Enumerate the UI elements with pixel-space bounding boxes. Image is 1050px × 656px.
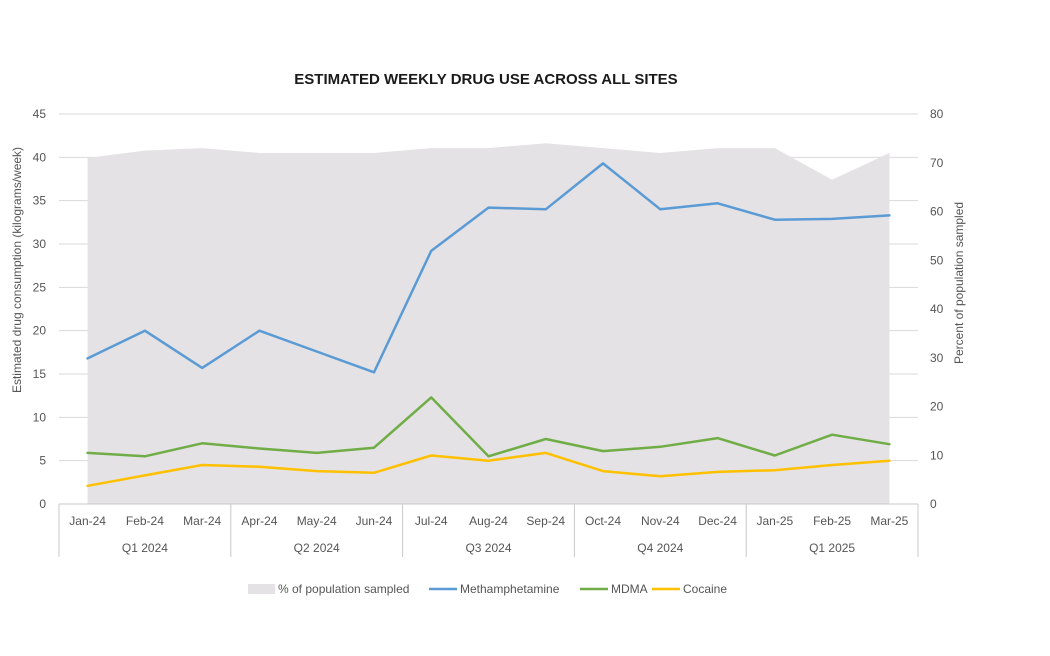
y2-tick-label: 50: [930, 253, 944, 267]
legend-swatch-population-sampled: [248, 584, 275, 594]
legend-label-population-sampled: % of population sampled: [278, 582, 409, 596]
x-tick-label: Jan-24: [69, 514, 106, 528]
y-tick-label: 35: [33, 194, 47, 208]
x-tick-label: Jun-24: [356, 514, 393, 528]
x-tick-label: Mar-24: [183, 514, 221, 528]
chart-title: ESTIMATED WEEKLY DRUG USE ACROSS ALL SIT…: [294, 71, 677, 88]
x-tick-label: Oct-24: [585, 514, 621, 528]
y2-tick-label: 70: [930, 156, 944, 170]
y-tick-label: 10: [33, 410, 47, 424]
y-tick-label: 20: [33, 324, 47, 338]
x-tick-label: Nov-24: [641, 514, 680, 528]
y2-tick-label: 20: [930, 400, 944, 414]
legend: % of population sampled Methamphetamine MD…: [248, 582, 727, 596]
x-tick-label: Dec-24: [698, 514, 737, 528]
y-tick-label: 45: [33, 107, 47, 121]
x-group-label: Q2 2024: [294, 541, 340, 555]
y-axis-label: Estimated drug consumption (kilograms/we…: [10, 147, 24, 393]
x-group-label: Q1 2024: [122, 541, 168, 555]
x-tick-label: Aug-24: [469, 514, 508, 528]
plot-area: [87, 143, 890, 505]
series-line-methamphetamine: [86, 162, 891, 374]
series-line-cocaine: [86, 451, 891, 488]
y-tick-label: 15: [33, 367, 47, 381]
x-tick-label: Apr-24: [241, 514, 277, 528]
y-tick-label: 0: [39, 497, 46, 511]
y2-tick-label: 60: [930, 205, 944, 219]
y2-tick-label: 80: [930, 107, 944, 121]
y2-tick-label: 30: [930, 351, 944, 365]
x-tick-label: Jan-25: [756, 514, 793, 528]
legend-label-methamphetamine: Methamphetamine: [460, 582, 560, 596]
series-lines: [86, 162, 891, 488]
series-line-mdma: [86, 396, 891, 458]
y-tick-label: 5: [39, 454, 46, 468]
y2-tick-label: 0: [930, 497, 937, 511]
y-tick-label: 25: [33, 280, 47, 294]
x-tick-label: Feb-24: [126, 514, 164, 528]
x-tick-label: Mar-25: [870, 514, 908, 528]
y2-tick-label: 10: [930, 448, 944, 462]
y-tick-label: 40: [33, 150, 47, 164]
x-group-label: Q3 2024: [465, 541, 511, 555]
legend-label-mdma: MDMA: [611, 582, 648, 596]
x-tick-label: May-24: [297, 514, 337, 528]
x-tick-label: Sep-24: [526, 514, 565, 528]
x-tick-label: Jul-24: [415, 514, 448, 528]
y-tick-label: 30: [33, 237, 47, 251]
area-population-sampled: [87, 143, 890, 505]
x-group-label: Q1 2025: [809, 541, 855, 555]
x-group-label: Q4 2024: [637, 541, 683, 555]
y2-tick-label: 40: [930, 302, 944, 316]
axes: 0 5 10 15 20 25 30 35 40 45 0 10 20 30 40 50 60 70 80 Jan-2…: [33, 107, 944, 557]
legend-label-cocaine: Cocaine: [683, 582, 727, 596]
x-tick-label: Feb-25: [813, 514, 851, 528]
y2-axis-label: Percent of population sampled: [952, 202, 966, 364]
